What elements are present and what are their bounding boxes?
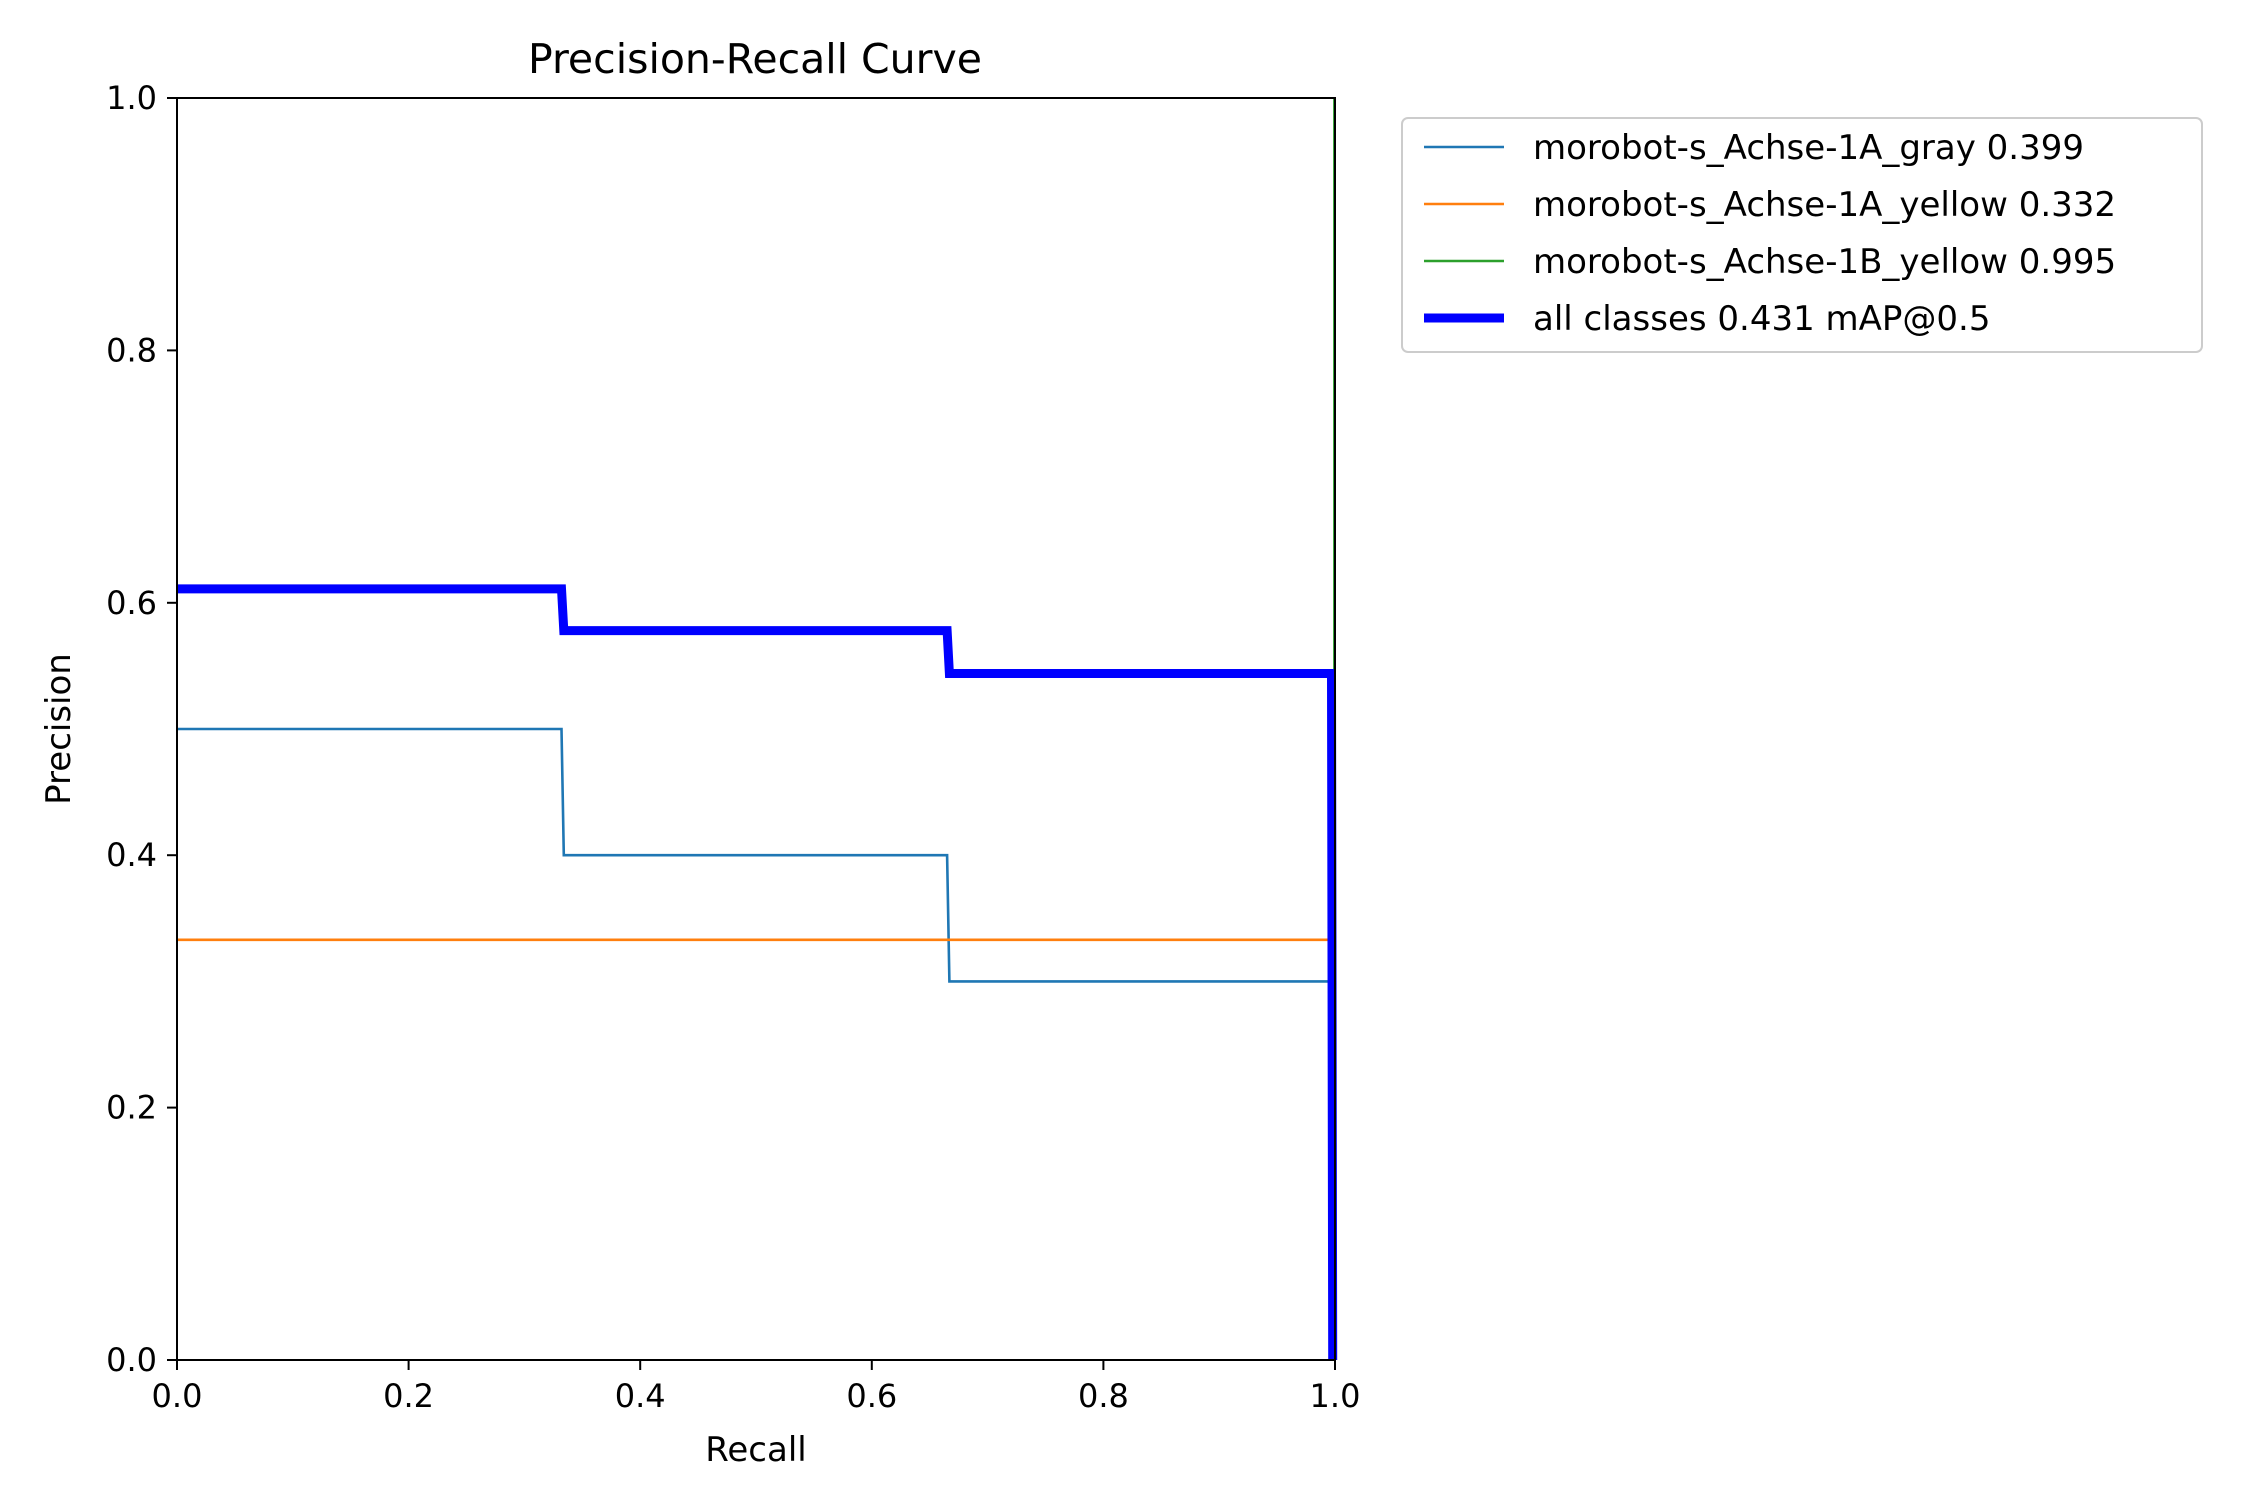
y-tick-label: 0.2 xyxy=(106,1089,157,1127)
y-tick-label: 0.6 xyxy=(106,584,157,622)
series-line-4 xyxy=(177,584,1338,1361)
y-tick-label: 0.0 xyxy=(106,1341,157,1379)
legend-frame xyxy=(1401,117,2203,353)
y-axis-label: Precision xyxy=(39,653,79,805)
x-tick-label: 0.4 xyxy=(615,1377,666,1415)
chart-title: Precision-Recall Curve xyxy=(528,35,982,83)
series-line-2 xyxy=(177,938,1334,1361)
legend: morobot-s_Achse-1A_gray 0.399 morobot-s_A… xyxy=(1401,117,2203,353)
x-tick-label: 0.0 xyxy=(152,1377,203,1415)
legend-label-3: morobot-s_Achse-1B_yellow 0.995 xyxy=(1533,242,2116,282)
y-axis-ticks: 0.0 0.2 0.4 0.6 0.8 1.0 xyxy=(106,79,177,1379)
series-line-1 xyxy=(177,727,1334,1361)
legend-label-2: morobot-s_Achse-1A_yellow 0.332 xyxy=(1533,185,2116,225)
x-tick-label: 0.2 xyxy=(383,1377,434,1415)
x-tick-label: 0.6 xyxy=(846,1377,897,1415)
x-axis-label: Recall xyxy=(705,1430,806,1470)
plot-frame xyxy=(176,97,1336,1361)
x-tick-label: 0.8 xyxy=(1078,1377,1129,1415)
legend-label-4: all classes 0.431 mAP@0.5 xyxy=(1533,299,1990,339)
y-tick-label: 1.0 xyxy=(106,79,157,117)
plot-lines xyxy=(177,98,1338,1361)
y-tick-label: 0.8 xyxy=(106,331,157,369)
x-axis-ticks: 0.0 0.2 0.4 0.6 0.8 1.0 xyxy=(152,1360,1361,1415)
x-tick-label: 1.0 xyxy=(1310,1377,1361,1415)
legend-label-1: morobot-s_Achse-1A_gray 0.399 xyxy=(1533,128,2084,168)
y-tick-label: 0.4 xyxy=(106,836,157,874)
